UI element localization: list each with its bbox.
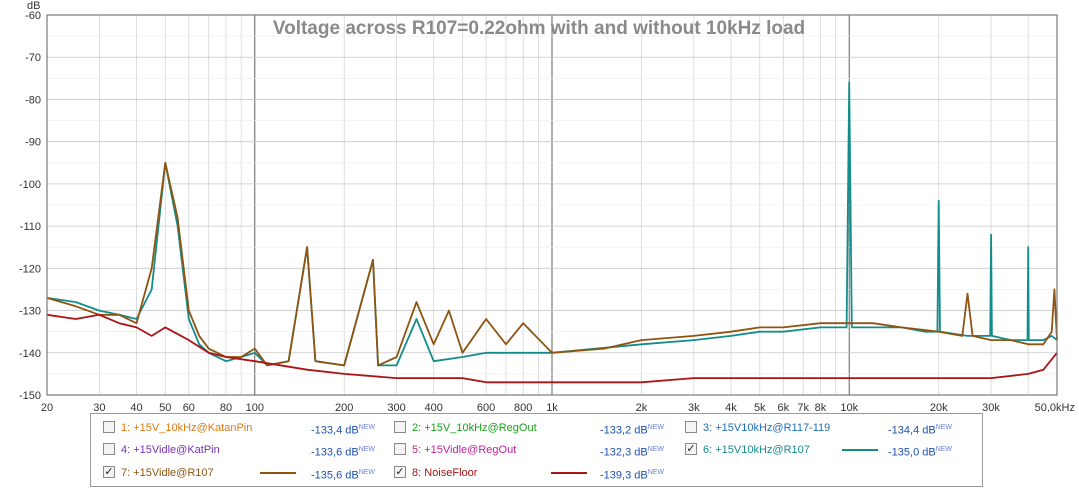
- x-tick-label: 2k: [636, 402, 648, 412]
- x-tick-label: 300: [387, 402, 405, 412]
- legend-item-value: -133,2 dBNEW: [600, 424, 665, 437]
- legend-item-label: 4: +15Vidle@KatPin: [121, 444, 220, 456]
- y-tick-label: -130: [19, 306, 41, 318]
- x-tick-label: 5k: [754, 402, 766, 412]
- legend-item-label: 5: +15Vidle@RegOut: [412, 444, 517, 456]
- legend-item-7[interactable]: ✓ 7: +15Vidle@R107 -135,6 dBNEW: [103, 464, 383, 482]
- legend-item-2[interactable]: 2: +15V_10kHz@RegOut -133,2 dBNEW: [394, 419, 674, 437]
- x-tick-label: 10k: [840, 402, 858, 412]
- x-tick-label: 800: [514, 402, 532, 412]
- legend-checkbox-3[interactable]: [685, 421, 697, 433]
- y-tick-label: -150: [19, 390, 41, 402]
- series-line--15v10khz-r107: [46, 81, 1058, 367]
- x-tick-label: 200: [335, 402, 353, 412]
- y-tick-label: -60: [25, 10, 41, 22]
- legend-item-8[interactable]: ✓ 8: NoiseFloor -139,3 dBNEW: [394, 464, 674, 482]
- legend-item-6[interactable]: ✓ 6: +15V10kHz@R107 -135,0 dBNEW: [685, 441, 975, 459]
- x-tick-label: 40: [130, 402, 142, 412]
- x-tick-label: 8k: [815, 402, 827, 412]
- y-tick-label: -110: [20, 221, 41, 233]
- series-line-noisefloor: [46, 313, 1058, 384]
- legend-item-label: 3: +15V10kHz@R117-119: [703, 422, 831, 434]
- legend-checkbox-7[interactable]: ✓: [103, 466, 115, 478]
- x-tick-label: 20: [41, 402, 53, 412]
- x-tick-label: 400: [425, 402, 443, 412]
- legend-item-label: 1: +15V_10kHz@KatanPin: [121, 422, 253, 434]
- legend-item-4[interactable]: 4: +15Vidle@KatPin -133,6 dBNEW: [103, 441, 383, 459]
- x-tick-label: 50,0kHz: [1035, 402, 1075, 412]
- legend-panel: 1: +15V_10kHz@KatanPin -133,4 dBNEW 2: +…: [90, 413, 983, 487]
- legend-item-value: -135,0 dBNEW: [888, 446, 953, 459]
- y-tick-label: -140: [19, 348, 41, 360]
- x-tick-label: 600: [477, 402, 495, 412]
- legend-checkbox-4[interactable]: [103, 443, 115, 455]
- legend-item-label: 7: +15Vidle@R107: [121, 467, 214, 479]
- y-tick-label: -100: [19, 179, 41, 191]
- legend-swatch-6: [842, 449, 878, 451]
- series-line--15vidle-r107: [46, 161, 1058, 367]
- x-tick-label: 60: [183, 402, 195, 412]
- legend-item-1[interactable]: 1: +15V_10kHz@KatanPin -133,4 dBNEW: [103, 419, 383, 437]
- legend-item-value: -133,4 dBNEW: [311, 424, 376, 437]
- x-tick-label: 20k: [930, 402, 948, 412]
- x-tick-label: 1k: [546, 402, 558, 412]
- y-tick-label: -90: [25, 137, 41, 149]
- y-tick-label: -80: [25, 94, 41, 106]
- legend-item-value: -139,3 dBNEW: [600, 469, 665, 482]
- y-axis-label: dB: [27, 0, 40, 12]
- legend-checkbox-2[interactable]: [394, 421, 406, 433]
- x-tick-label: 100: [246, 402, 264, 412]
- x-tick-label: 3k: [688, 402, 700, 412]
- x-tick-label: 7k: [797, 402, 809, 412]
- legend-item-label: 8: NoiseFloor: [412, 467, 478, 479]
- plot-frame: [46, 14, 1058, 396]
- legend-swatch-7: [260, 472, 296, 474]
- x-tick-label: 30k: [982, 402, 1000, 412]
- x-tick-label: 4k: [725, 402, 737, 412]
- chart-title: Voltage across R107=0.22ohm with and wit…: [273, 18, 805, 39]
- x-tick-label: 30: [93, 402, 105, 412]
- legend-checkbox-1[interactable]: [103, 421, 115, 433]
- y-tick-label: -70: [25, 52, 41, 64]
- x-tick-label: 80: [220, 402, 232, 412]
- legend-item-value: -134,4 dBNEW: [888, 424, 953, 437]
- legend-checkbox-5[interactable]: [394, 443, 406, 455]
- legend-swatch-8: [551, 472, 587, 474]
- legend-checkbox-8[interactable]: ✓: [394, 466, 406, 478]
- x-tick-label: 6k: [777, 402, 789, 412]
- y-tick-label: -120: [19, 263, 41, 275]
- legend-item-label: 2: +15V_10kHz@RegOut: [412, 422, 537, 434]
- series-layer: [46, 81, 1058, 384]
- legend-item-3[interactable]: 3: +15V10kHz@R117-119 -134,4 dBNEW: [685, 419, 975, 437]
- legend-item-value: -135,6 dBNEW: [311, 469, 376, 482]
- legend-checkbox-6[interactable]: ✓: [685, 443, 697, 455]
- legend-item-5[interactable]: 5: +15Vidle@RegOut -132,3 dBNEW: [394, 441, 674, 459]
- legend-item-value: -133,6 dBNEW: [311, 446, 376, 459]
- x-tick-label: 50: [159, 402, 171, 412]
- legend-item-label: 6: +15V10kHz@R107: [703, 444, 810, 456]
- legend-item-value: -132,3 dBNEW: [600, 446, 665, 459]
